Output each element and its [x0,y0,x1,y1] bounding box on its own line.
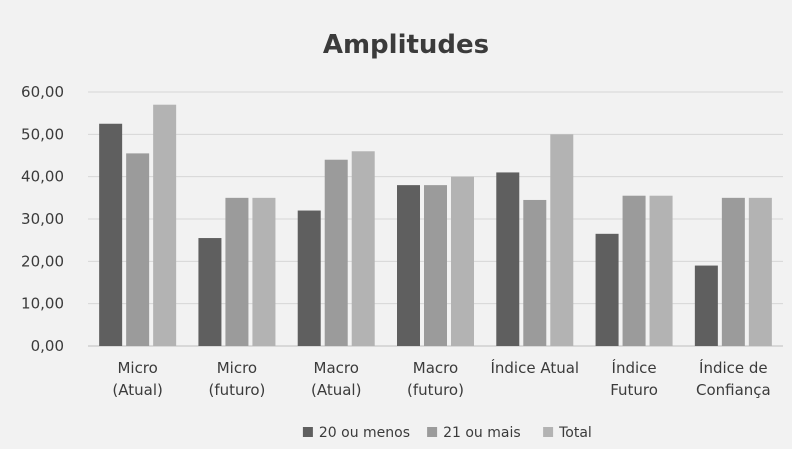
y-tick-label: 10,00 [21,295,64,313]
bar [225,197,249,346]
x-axis-categories: Micro (Atual) Micro (futuro) Macro (Atual) Mac… [112,358,770,399]
bar [397,185,420,346]
legend: 20 ou menos 21 ou mais Total [302,425,592,441]
chart-title: Amplitudes [323,30,489,60]
bar [496,172,520,346]
x-category-label: Índice Atual [490,358,579,377]
bar [523,199,547,346]
legend-label: 21 ou mais [443,425,521,441]
x-category-label: Índice [612,358,657,377]
x-category-label: (futuro) [407,381,464,399]
bars [99,104,772,346]
bar [550,134,574,346]
bar [595,233,619,346]
y-axis-ticks: 0,00 10,00 20,00 30,00 40,00 50,00 60,00 [21,83,64,355]
y-tick-label: 20,00 [21,252,64,270]
x-category-label: (futuro) [208,381,265,399]
x-category-label: Macro [413,359,458,377]
bar [252,197,276,346]
bar [99,123,123,346]
legend-swatch [302,427,313,437]
y-tick-label: 30,00 [21,210,64,228]
x-category-label: Micro [217,359,257,377]
y-tick-label: 0,00 [31,337,64,355]
legend-label: 20 ou menos [319,425,410,441]
bar [153,104,177,346]
x-category-label: (Atual) [112,381,162,399]
bar [424,185,447,346]
x-category-label: Micro [117,359,157,377]
bar [748,197,772,346]
bar [324,159,348,346]
x-category-label: Macro [314,359,359,377]
legend-swatch [543,427,554,437]
bar [297,210,321,346]
y-tick-label: 60,00 [21,83,64,101]
bar [126,153,150,346]
x-category-label: Índice de [699,358,768,377]
bar [622,195,646,346]
x-category-label: Confiança [696,381,771,399]
x-category-label: Futuro [610,381,658,399]
x-category-label: (Atual) [311,381,361,399]
y-tick-label: 50,00 [21,125,64,143]
bar [721,197,745,346]
bar [694,265,718,346]
bar [198,238,222,346]
bar [351,151,375,346]
y-tick-label: 40,00 [21,168,64,186]
legend-label: Total [558,425,592,441]
legend-swatch [427,427,438,437]
bar [649,195,673,346]
bar [451,176,474,346]
